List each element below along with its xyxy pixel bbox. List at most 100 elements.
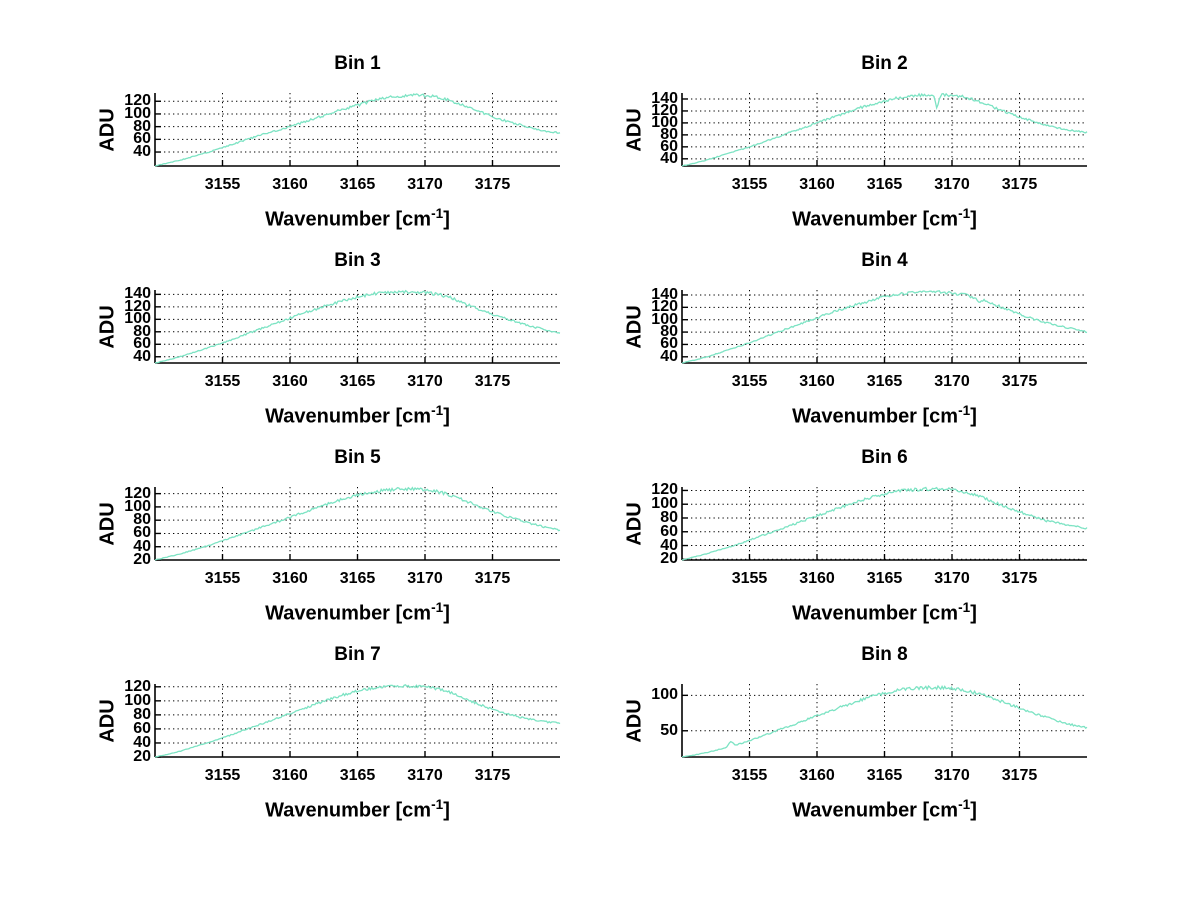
x-axis-label: Wavenumber [cm-1] — [792, 600, 977, 625]
y-tick-label: 120 — [124, 92, 151, 110]
y-tick-label: 60 — [660, 335, 678, 353]
plot-area-svg — [681, 290, 1088, 364]
plot-title: Bin 5 — [334, 447, 381, 468]
y-tick-label: 100 — [124, 310, 151, 328]
y-tick-label: 20 — [660, 550, 678, 568]
spectrum-curve — [681, 684, 1088, 758]
y-tick-label: 80 — [133, 117, 151, 135]
x-tick-label: 3170 — [407, 570, 443, 587]
y-tick-label: 60 — [133, 524, 151, 542]
plot-title: Bin 2 — [861, 53, 908, 74]
y-tick-label: 60 — [133, 719, 151, 737]
x-tick-label: 3155 — [204, 767, 241, 784]
x-tick-label: 3160 — [799, 373, 835, 390]
x-tick-label: 3165 — [339, 767, 376, 784]
x-tick-label: 3175 — [474, 373, 511, 390]
x-tick-label: 3175 — [1001, 176, 1038, 193]
plot-area-svg — [154, 93, 561, 167]
x-tick-label: 3160 — [272, 176, 308, 193]
x-tick-label: 3155 — [731, 767, 768, 784]
x-tick-label: 3165 — [866, 767, 903, 784]
plot-area-svg — [681, 684, 1088, 758]
x-tick-label: 3165 — [866, 373, 903, 390]
y-tick-label: 140 — [651, 285, 678, 303]
plot-area-svg — [681, 486, 1088, 561]
y-tick-label: 80 — [133, 322, 151, 340]
x-axis-label: Wavenumber [cm-1] — [792, 403, 977, 428]
x-tick-label: 3155 — [204, 373, 241, 390]
plot-title: Bin 1 — [334, 53, 381, 74]
y-tick-label: 100 — [124, 691, 151, 709]
plot-title: Bin 6 — [861, 447, 908, 468]
x-tick-label: 3155 — [731, 373, 768, 390]
x-axis-label: Wavenumber [cm-1] — [265, 403, 450, 428]
y-tick-label: 60 — [660, 522, 678, 540]
x-tick-label: 3175 — [474, 570, 511, 587]
x-tick-label: 3170 — [407, 373, 443, 390]
y-tick-label: 40 — [660, 536, 678, 554]
y-tick-label: 100 — [124, 497, 151, 515]
y-tick-label: 40 — [133, 733, 151, 751]
x-tick-label: 3155 — [731, 570, 768, 587]
x-tick-label: 3170 — [934, 373, 970, 390]
plot-title: Bin 8 — [861, 644, 908, 665]
y-tick-label: 40 — [133, 143, 151, 161]
subplot-bin-8: Bin 8 ADU Wavenumber [cm-1] 50 100 3155 316… — [567, 642, 1107, 842]
y-tick-label: 80 — [660, 508, 678, 526]
y-tick-label: 20 — [133, 748, 151, 765]
y-tick-label: 120 — [124, 297, 151, 315]
y-tick-label: 60 — [133, 130, 151, 148]
y-tick-label: 120 — [124, 677, 151, 695]
spectrum-curve — [154, 289, 561, 364]
y-tick-label: 140 — [651, 89, 678, 107]
y-tick-label: 40 — [133, 347, 151, 365]
spectrum-curve — [681, 290, 1088, 364]
x-axis-label: Wavenumber [cm-1] — [265, 797, 450, 822]
subplot-bin-5: Bin 5 ADU Wavenumber [cm-1] 20 40 60 80 100 1… — [40, 445, 580, 645]
y-tick-label: 50 — [660, 721, 678, 739]
plot-area-svg — [681, 92, 1088, 167]
y-tick-label: 80 — [660, 323, 678, 341]
x-tick-label: 3160 — [272, 570, 308, 587]
y-tick-label: 100 — [124, 104, 151, 122]
x-axis-label: Wavenumber [cm-1] — [792, 797, 977, 822]
x-axis-label: Wavenumber [cm-1] — [265, 600, 450, 625]
x-tick-label: 3155 — [204, 176, 241, 193]
subplot-bin-6: Bin 6 ADU Wavenumber [cm-1] 20 40 60 80 100 1… — [567, 445, 1107, 645]
subplot-bin-7: Bin 7 ADU Wavenumber [cm-1] 20 40 60 80 100 1… — [40, 642, 580, 842]
x-tick-label: 3165 — [866, 176, 903, 193]
x-tick-label: 3160 — [799, 570, 835, 587]
x-tick-label: 3165 — [339, 176, 376, 193]
y-tick-label: 140 — [124, 285, 151, 303]
y-tick-label: 80 — [660, 125, 678, 143]
spectrum-curve — [154, 684, 561, 758]
x-tick-label: 3175 — [1001, 570, 1038, 587]
x-tick-label: 3170 — [407, 176, 443, 193]
plot-area-svg — [154, 289, 561, 364]
subplot-bin-4: Bin 4 ADU Wavenumber [cm-1] 40 60 80 100 120… — [567, 248, 1107, 448]
x-tick-label: 3170 — [934, 570, 970, 587]
y-tick-label: 100 — [651, 686, 678, 704]
plot-title: Bin 4 — [861, 250, 908, 271]
x-tick-label: 3160 — [799, 176, 835, 193]
spectrum-curve — [681, 486, 1088, 561]
x-tick-label: 3155 — [204, 570, 241, 587]
x-tick-label: 3170 — [934, 767, 970, 784]
x-tick-label: 3170 — [934, 176, 970, 193]
y-tick-label: 40 — [660, 347, 678, 365]
y-tick-label: 40 — [660, 149, 678, 167]
x-tick-label: 3175 — [474, 176, 511, 193]
subplot-bin-1: Bin 1 ADU Wavenumber [cm-1] 40 60 80 100 120… — [40, 51, 580, 251]
x-tick-label: 3165 — [339, 373, 376, 390]
x-tick-label: 3160 — [272, 767, 308, 784]
y-tick-label: 80 — [133, 705, 151, 723]
y-tick-label: 60 — [660, 137, 678, 155]
y-tick-label: 100 — [651, 310, 678, 328]
x-tick-label: 3175 — [1001, 373, 1038, 390]
x-axis-label: Wavenumber [cm-1] — [792, 206, 977, 231]
y-tick-label: 20 — [133, 551, 151, 568]
x-tick-label: 3165 — [866, 570, 903, 587]
y-tick-label: 100 — [651, 113, 678, 131]
x-tick-label: 3165 — [339, 570, 376, 587]
